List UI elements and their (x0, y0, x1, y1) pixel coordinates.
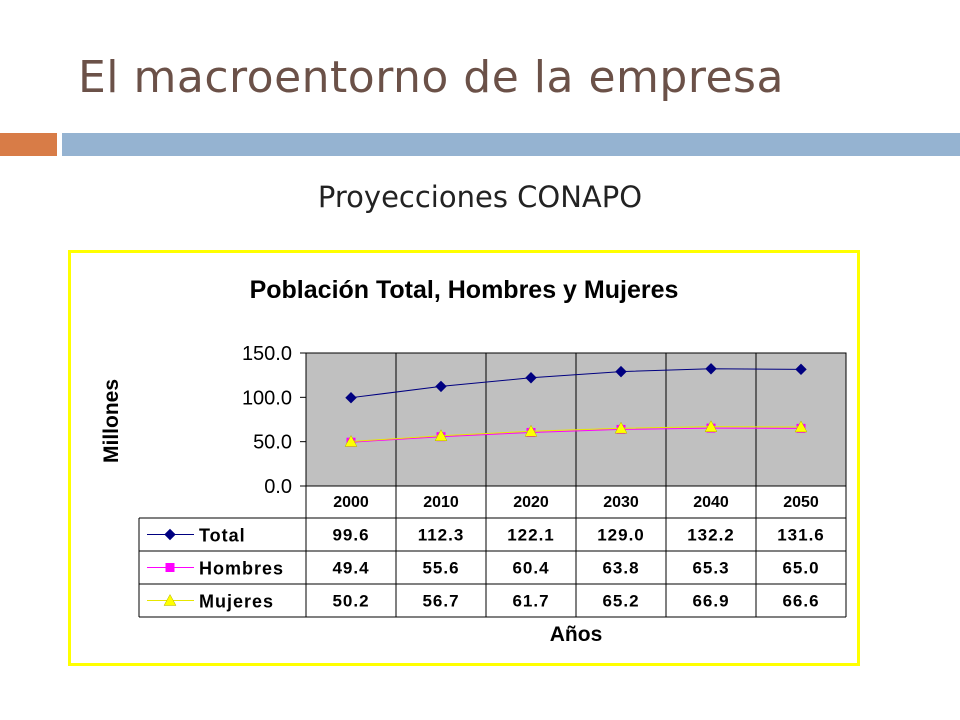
legend-marker-hombres (165, 563, 175, 572)
data-label-mujeres-2030: 65.2 (602, 592, 639, 611)
x-tick-label-2000: 2000 (333, 494, 369, 511)
legend-label-total: Total (199, 526, 246, 546)
legend-marker-mujeres (163, 593, 177, 606)
y-tick-label: 100.0 (242, 387, 292, 409)
data-label-total-2040: 132.2 (687, 526, 735, 545)
point-mujeres-2030 (614, 421, 628, 434)
slide-subtitle: Proyecciones CONAPO (317, 180, 643, 214)
point-total-2050 (795, 363, 807, 376)
data-label-hombres-2040: 65.3 (692, 559, 729, 578)
point-mujeres-2000 (344, 434, 358, 447)
y-tick-label: 50.0 (253, 432, 292, 454)
point-total-2010 (435, 380, 447, 393)
data-label-total-2020: 122.1 (507, 526, 555, 545)
x-axis-label: Años (550, 623, 603, 646)
point-mujeres-2020 (524, 424, 538, 437)
series-line-hombres (350, 427, 802, 443)
point-total-2040 (705, 363, 717, 375)
data-label-hombres-2010: 55.6 (422, 559, 459, 578)
y-axis-label: Millones (100, 379, 123, 463)
legend-marker-total (164, 528, 176, 541)
series-line-mujeres (350, 426, 802, 442)
slide-title: El macroentorno de la empresa (78, 52, 784, 103)
data-label-total-2010: 112.3 (418, 526, 465, 545)
y-tick-label: 0.0 (264, 476, 292, 498)
x-tick-label-2010: 2010 (423, 494, 459, 511)
legend-label-mujeres: Mujeres (199, 592, 274, 612)
x-tick-label-2050: 2050 (783, 494, 819, 511)
point-total-2030 (615, 365, 627, 378)
series-line-total (350, 368, 802, 399)
data-label-mujeres-2020: 61.7 (512, 592, 549, 611)
header-bar (62, 133, 960, 156)
y-tick-label: 150.0 (242, 343, 292, 365)
chart-title: Población Total, Hombres y Mujeres (250, 276, 679, 304)
data-label-hombres-2050: 65.0 (782, 559, 819, 578)
data-label-total-2030: 129.0 (597, 526, 645, 545)
data-label-hombres-2020: 60.4 (512, 559, 549, 578)
data-label-hombres-2000: 49.4 (332, 559, 369, 578)
data-label-mujeres-2050: 66.6 (782, 592, 819, 611)
point-mujeres-2050 (794, 420, 808, 433)
population-chart: Población Total, Hombres y Mujeres 0.0 50.… (100, 276, 847, 646)
legend-label-hombres: Hombres (199, 559, 284, 579)
point-mujeres-2010 (434, 429, 448, 441)
chart-frame: Población Total, Hombres y Mujeres 0.0 50.… (68, 250, 860, 666)
data-label-hombres-2030: 63.8 (602, 559, 639, 578)
accent-bar (0, 133, 57, 156)
data-label-mujeres-2040: 66.9 (692, 592, 729, 611)
x-tick-label-2030: 2030 (603, 494, 639, 511)
point-mujeres-2040 (704, 420, 718, 432)
data-label-mujeres-2010: 56.7 (422, 592, 459, 611)
point-total-2000 (345, 391, 357, 404)
data-label-total-2050: 131.6 (777, 526, 825, 545)
point-total-2020 (525, 372, 537, 384)
x-tick-label-2020: 2020 (513, 494, 549, 511)
x-tick-label-2040: 2040 (693, 494, 729, 511)
data-label-total-2000: 99.6 (332, 526, 369, 545)
data-label-mujeres-2000: 50.2 (332, 592, 369, 611)
